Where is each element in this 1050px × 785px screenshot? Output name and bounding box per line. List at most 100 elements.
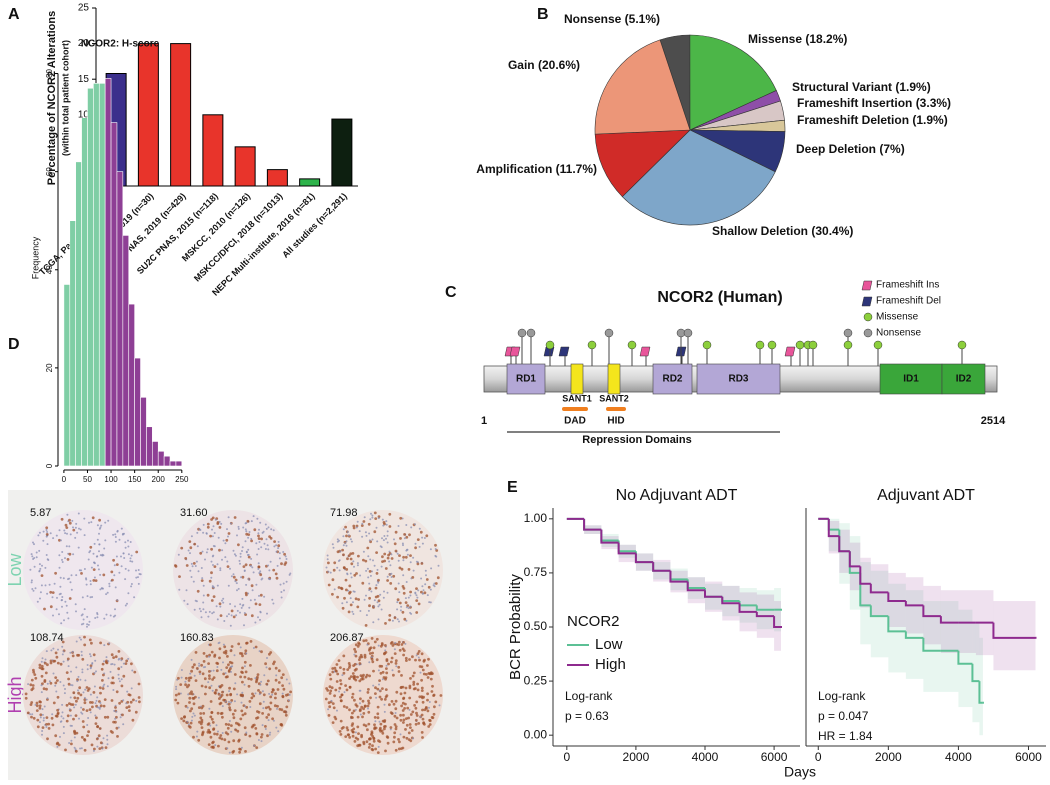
tissue-speck — [369, 518, 372, 521]
tissue-speck — [281, 684, 284, 687]
x-tick-label: 2000 — [623, 750, 650, 764]
tissue-speck — [223, 645, 227, 649]
tissue-speck — [260, 537, 263, 541]
mutation-marker — [784, 346, 796, 357]
tissue-speck — [397, 640, 401, 644]
tissue-speck — [421, 700, 425, 704]
tissue-speck — [271, 717, 274, 721]
tissue-speck — [351, 610, 354, 613]
tissue-speck — [80, 638, 82, 641]
tissue-speck — [130, 583, 133, 585]
tissue-speck — [109, 670, 112, 673]
tissue-speck — [254, 677, 257, 680]
tissue-speck — [218, 602, 222, 606]
survival-step — [922, 637, 941, 652]
tissue-speck — [260, 578, 263, 581]
domain-label: RD1 — [516, 374, 536, 385]
confidence-band — [828, 520, 840, 554]
tissue-speck — [384, 622, 387, 625]
tissue-speck — [372, 559, 374, 562]
tissue-speck — [105, 593, 108, 596]
tissue-speck — [82, 708, 85, 711]
tissue-speck — [345, 534, 348, 538]
tissue-speck — [39, 567, 42, 570]
tissue-speck — [282, 687, 286, 691]
tissue-speck — [77, 512, 80, 515]
legend-marker — [861, 296, 873, 307]
tissue-speck — [277, 669, 281, 673]
tissue-speck — [197, 570, 200, 573]
tissue-speck — [394, 659, 398, 663]
tissue-speck — [189, 546, 193, 550]
tissue-speck — [190, 669, 194, 673]
tissue-speck — [268, 569, 271, 572]
tissue-speck — [80, 623, 83, 626]
tissue-speck — [396, 598, 400, 602]
tissue-speck — [56, 745, 59, 748]
domain-label: RD3 — [728, 374, 748, 385]
tissue-speck — [260, 733, 264, 736]
tissue-speck — [409, 590, 412, 594]
tissue-speck — [366, 691, 370, 694]
tissue-speck — [40, 660, 43, 663]
tissue-speck — [425, 673, 428, 676]
tissue-speck — [403, 707, 406, 710]
tissue-speck — [338, 690, 341, 693]
tissue-speck — [85, 686, 89, 689]
tissue-speck — [245, 530, 248, 533]
tissue-speck — [403, 691, 407, 695]
tissue-speck — [353, 662, 357, 666]
tissue-speck — [250, 520, 253, 523]
tissue-speck — [112, 656, 115, 659]
tissue-speck — [258, 603, 262, 606]
tissue-speck — [89, 664, 93, 668]
y-tick-label: 80 — [45, 69, 54, 78]
tissue-speck — [344, 684, 347, 687]
tissue-speck — [416, 596, 419, 599]
tissue-speck — [65, 719, 69, 723]
tissue-speck — [247, 677, 251, 681]
tissue-speck — [186, 706, 189, 709]
tissue-speck — [205, 551, 208, 554]
y-tick-label: 0.00 — [524, 727, 548, 741]
tissue-speck — [420, 652, 424, 656]
tissue-speck — [206, 525, 210, 529]
tissue-speck — [125, 706, 129, 709]
tissue-speck — [367, 710, 371, 714]
tissue-speck — [384, 688, 388, 691]
tissue-speck — [45, 554, 48, 556]
tissue-speck — [219, 569, 222, 572]
tissue-speck — [222, 651, 226, 654]
tissue-speck — [415, 714, 419, 717]
tissue-speck — [239, 611, 241, 614]
tissue-speck — [54, 651, 58, 655]
tissue-speck — [29, 713, 32, 716]
x-tick-label: 4000 — [945, 750, 972, 764]
tissue-speck — [80, 706, 83, 709]
tissue-speck — [83, 696, 86, 699]
tissue-speck — [351, 711, 354, 715]
tissue-speck — [76, 531, 79, 534]
tissue-speck — [243, 726, 247, 730]
tissue-speck — [330, 686, 334, 690]
tissue-speck — [35, 551, 38, 554]
tissue-speck — [270, 528, 273, 531]
tissue-speck — [58, 538, 61, 542]
tissue-speck — [403, 617, 407, 621]
survival-step — [848, 551, 861, 568]
tissue-speck — [365, 594, 367, 597]
tissue-speck — [348, 677, 351, 680]
tissue-speck — [283, 552, 286, 556]
tissue-speck — [131, 560, 134, 563]
tissue-speck — [418, 527, 421, 530]
tissue-speck — [400, 567, 404, 571]
histogram-bar — [163, 455, 171, 467]
diagram-title: NCOR2 (Human) — [657, 289, 782, 306]
tissue-speck — [424, 583, 427, 586]
slice-label: Deep Deletion (7%) — [796, 142, 905, 156]
tissue-speck — [376, 568, 379, 571]
tissue-speck — [261, 712, 264, 715]
tissue-speck — [176, 701, 180, 705]
tissue-speck — [371, 538, 374, 541]
tissue-speck — [250, 537, 253, 540]
